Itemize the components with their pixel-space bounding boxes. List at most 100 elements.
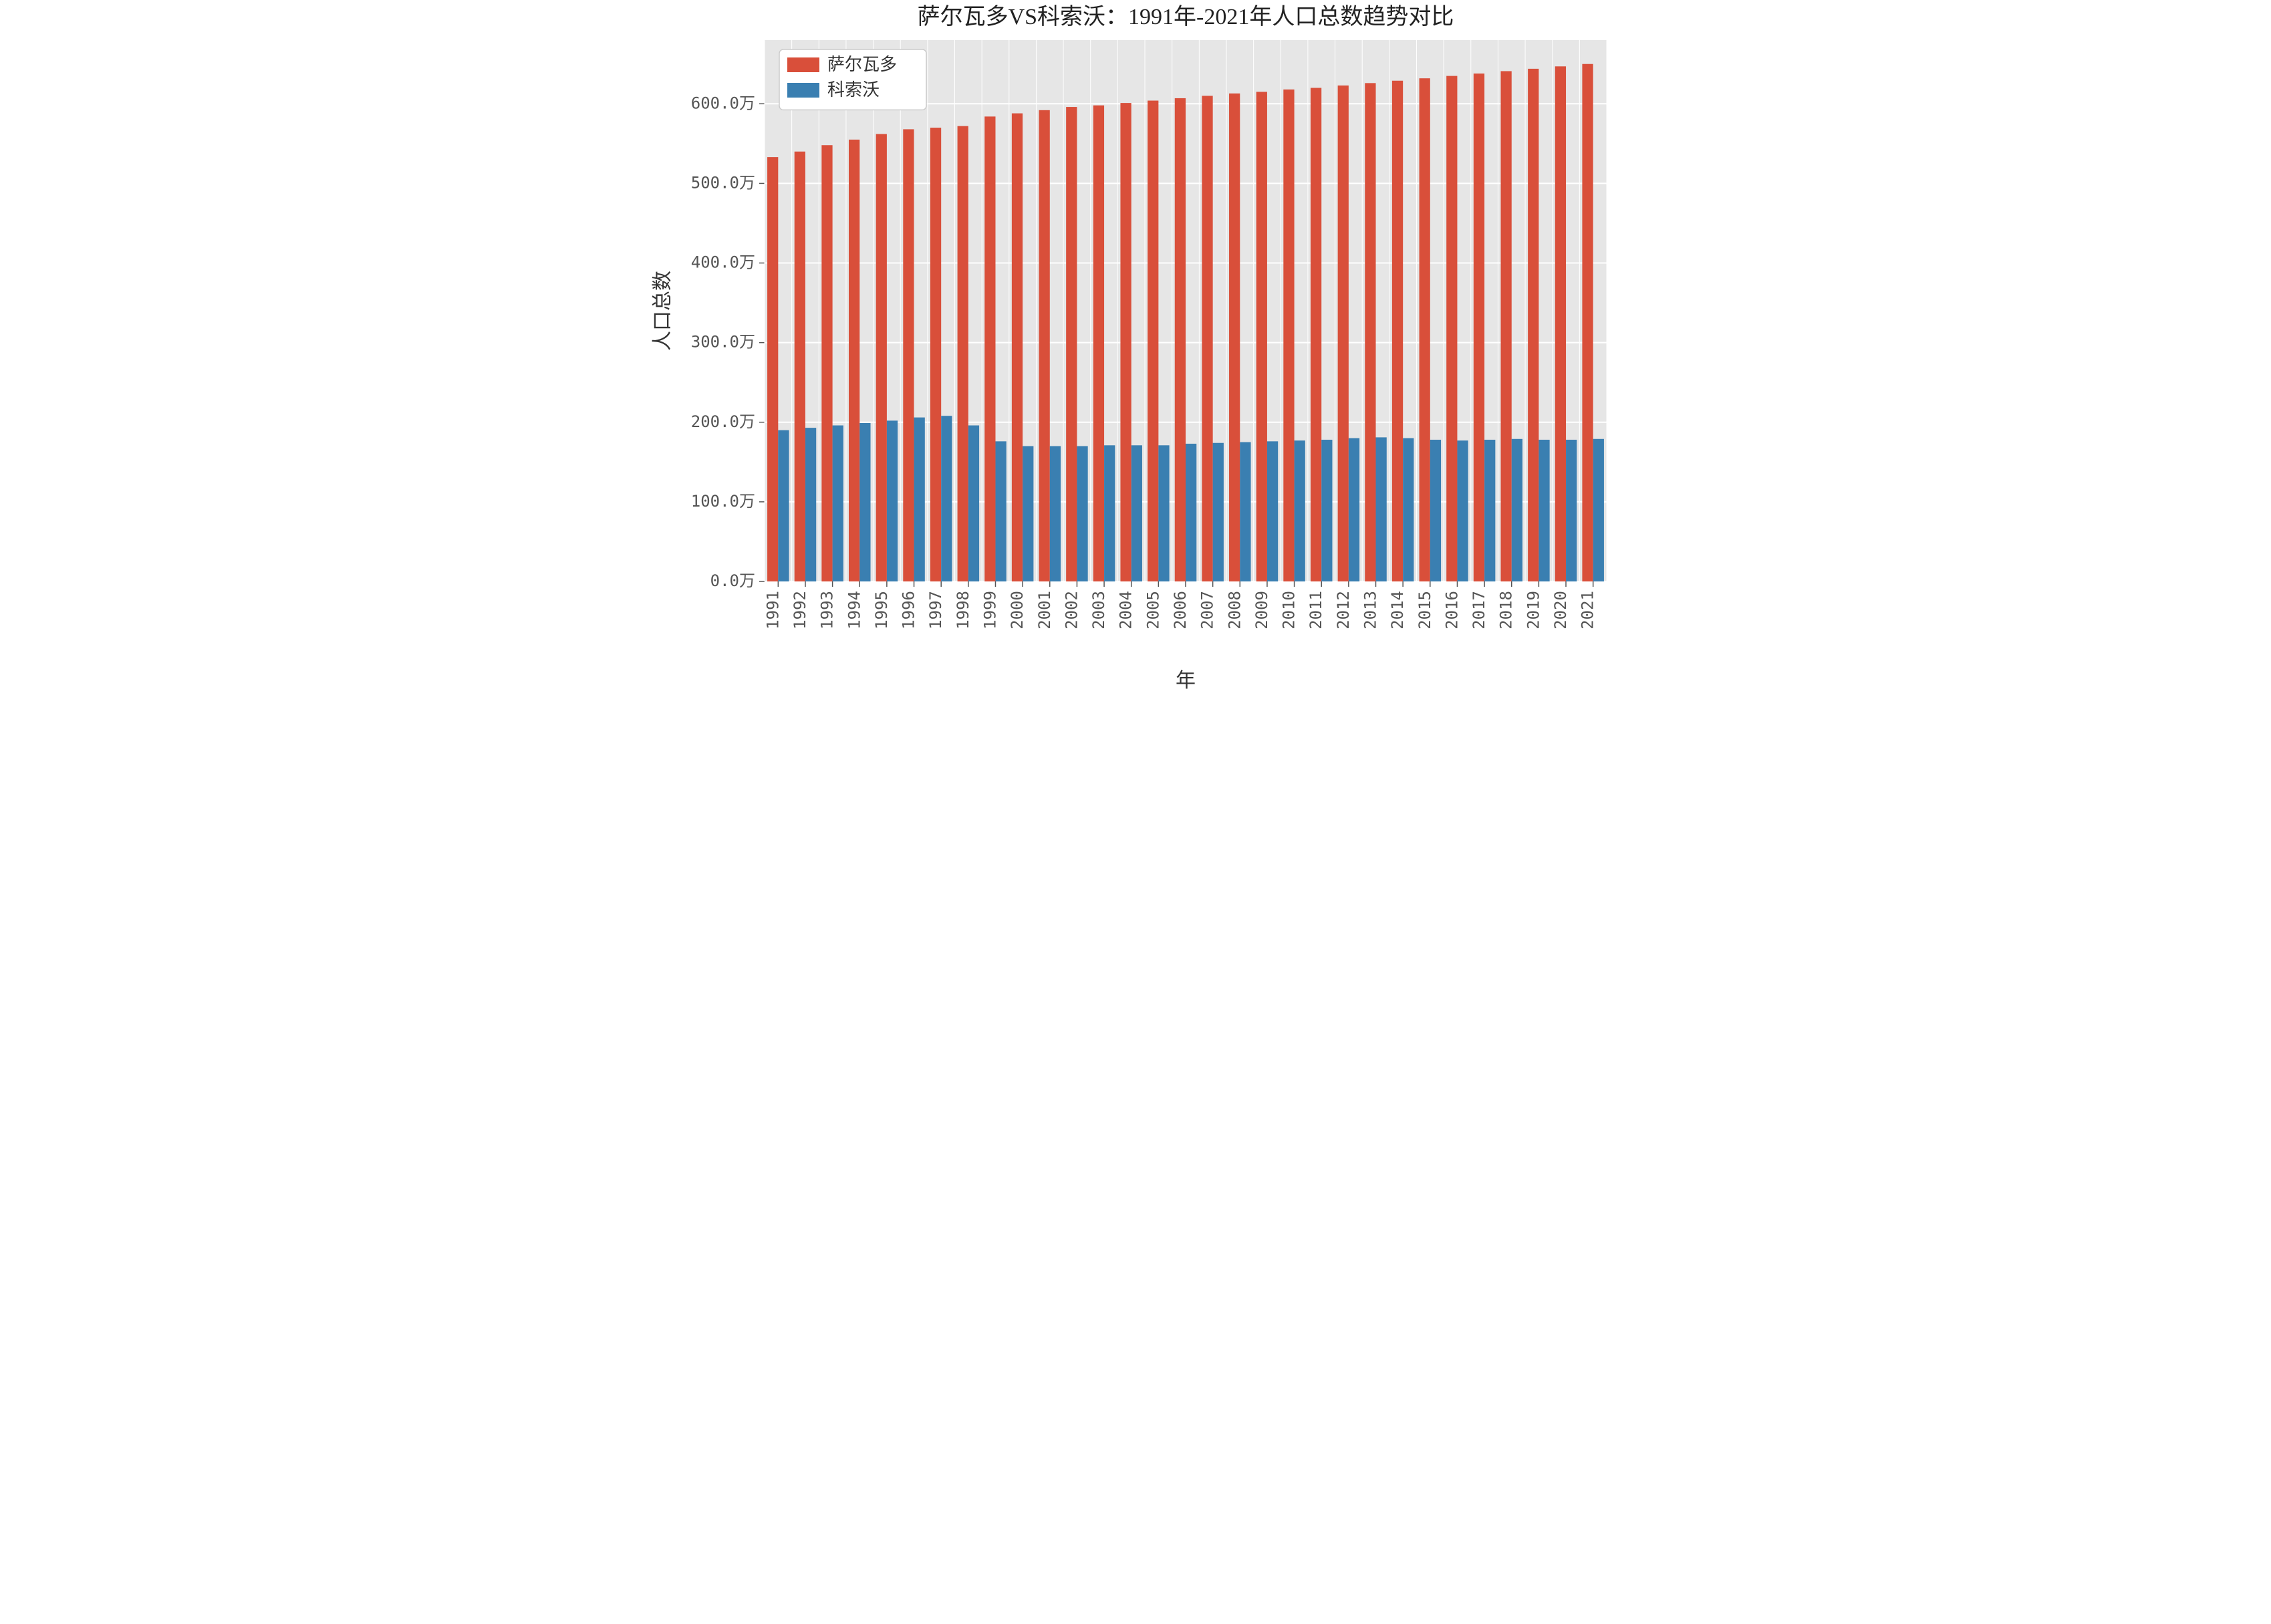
bar-series1 — [1131, 445, 1142, 581]
svg-text:2005: 2005 — [1144, 591, 1162, 630]
bar-chart: 0.0万100.0万200.0万300.0万400.0万500.0万600.0万… — [648, 0, 1623, 695]
bar-series1 — [1186, 444, 1196, 581]
bar-series1 — [1512, 439, 1522, 581]
bar-series0 — [1582, 64, 1593, 581]
svg-text:2001: 2001 — [1035, 591, 1054, 630]
bar-series1 — [1457, 440, 1468, 581]
bar-series0 — [767, 157, 778, 581]
bar-series0 — [1555, 66, 1566, 581]
bar-series0 — [1528, 69, 1539, 581]
svg-text:300.0万: 300.0万 — [691, 333, 755, 352]
bar-series0 — [1474, 74, 1484, 581]
bar-series0 — [1175, 98, 1186, 581]
bar-series0 — [903, 129, 914, 581]
legend-item-label: 科索沃 — [827, 80, 880, 100]
svg-text:400.0万: 400.0万 — [691, 253, 755, 272]
bar-series1 — [833, 426, 843, 581]
bar-series1 — [1484, 440, 1495, 581]
svg-text:2013: 2013 — [1361, 591, 1380, 630]
svg-text:2011: 2011 — [1307, 591, 1325, 630]
svg-text:2000: 2000 — [1008, 591, 1027, 630]
bar-series0 — [1229, 94, 1240, 581]
svg-text:2002: 2002 — [1062, 591, 1081, 630]
bar-series1 — [1213, 443, 1224, 581]
bar-series0 — [1446, 76, 1457, 581]
bar-series1 — [778, 430, 789, 581]
bar-series1 — [1376, 437, 1387, 581]
svg-text:2012: 2012 — [1334, 591, 1353, 630]
bar-series1 — [995, 441, 1006, 581]
bar-series0 — [1256, 92, 1267, 581]
chart-title-text: 萨尔瓦多VS科索沃：1991年-2021年人口总数趋势对比 — [918, 4, 1454, 29]
bar-series1 — [1023, 446, 1033, 582]
bar-series0 — [1120, 103, 1131, 581]
bar-series0 — [795, 152, 805, 581]
svg-text:1996: 1996 — [900, 591, 918, 630]
svg-text:2004: 2004 — [1117, 591, 1136, 630]
svg-text:2018: 2018 — [1497, 591, 1516, 630]
svg-text:2014: 2014 — [1388, 591, 1407, 630]
bar-series1 — [968, 426, 979, 581]
bar-series1 — [1321, 440, 1332, 581]
bar-series1 — [1349, 438, 1359, 581]
bar-series0 — [1365, 83, 1375, 581]
bar-series1 — [1430, 440, 1441, 581]
svg-text:1993: 1993 — [818, 591, 837, 630]
bar-series1 — [1104, 445, 1115, 581]
svg-text:2009: 2009 — [1252, 591, 1271, 630]
bar-series1 — [1077, 446, 1087, 582]
bar-series0 — [1500, 71, 1511, 581]
svg-text:1999: 1999 — [980, 591, 999, 630]
bar-series1 — [887, 420, 898, 581]
svg-text:2021: 2021 — [1579, 591, 1597, 630]
svg-text:200.0万: 200.0万 — [691, 412, 755, 431]
svg-text:2007: 2007 — [1198, 591, 1217, 630]
bar-series0 — [1311, 88, 1321, 581]
bar-series1 — [859, 423, 870, 581]
bar-series1 — [1050, 446, 1061, 582]
svg-text:1991: 1991 — [763, 591, 782, 630]
bar-series0 — [876, 134, 887, 581]
bar-series1 — [1240, 442, 1250, 581]
bar-series1 — [914, 418, 925, 581]
svg-text:100.0万: 100.0万 — [691, 492, 755, 511]
bar-series1 — [1295, 440, 1305, 581]
bar-series1 — [1593, 439, 1604, 581]
chart-container: 0.0万100.0万200.0万300.0万400.0万500.0万600.0万… — [648, 0, 1623, 695]
bar-series1 — [1267, 441, 1278, 581]
legend-swatch — [787, 57, 819, 72]
bar-series0 — [849, 140, 859, 581]
bar-series0 — [1148, 101, 1158, 581]
svg-text:2008: 2008 — [1225, 591, 1244, 630]
svg-text:600.0万: 600.0万 — [691, 94, 755, 112]
svg-text:2016: 2016 — [1442, 591, 1461, 630]
svg-text:1998: 1998 — [954, 591, 972, 630]
x-axis-label-text: 年 — [1176, 670, 1196, 692]
bar-series0 — [1283, 90, 1294, 581]
svg-text:1994: 1994 — [845, 591, 863, 630]
bar-series0 — [1039, 110, 1050, 581]
legend-swatch — [787, 83, 819, 98]
legend-item-label: 萨尔瓦多 — [827, 55, 897, 74]
bar-series0 — [1202, 96, 1212, 581]
svg-text:1995: 1995 — [872, 591, 891, 630]
bar-series1 — [1566, 440, 1577, 581]
svg-text:1992: 1992 — [791, 591, 809, 630]
svg-text:2017: 2017 — [1470, 591, 1488, 630]
bar-series0 — [1338, 86, 1349, 581]
bar-series0 — [1093, 106, 1104, 581]
bar-series1 — [1539, 440, 1549, 581]
svg-text:2010: 2010 — [1280, 591, 1299, 630]
bar-series1 — [1158, 445, 1169, 581]
bar-series0 — [821, 145, 832, 581]
bar-series0 — [958, 126, 968, 581]
bar-series1 — [1403, 438, 1414, 581]
bar-series0 — [930, 128, 941, 581]
svg-text:2006: 2006 — [1171, 591, 1190, 630]
svg-text:2003: 2003 — [1089, 591, 1108, 630]
svg-text:2020: 2020 — [1551, 591, 1570, 630]
bar-series1 — [805, 428, 816, 581]
svg-text:1997: 1997 — [926, 591, 945, 630]
bar-series0 — [1012, 114, 1023, 581]
svg-text:2015: 2015 — [1416, 591, 1434, 630]
